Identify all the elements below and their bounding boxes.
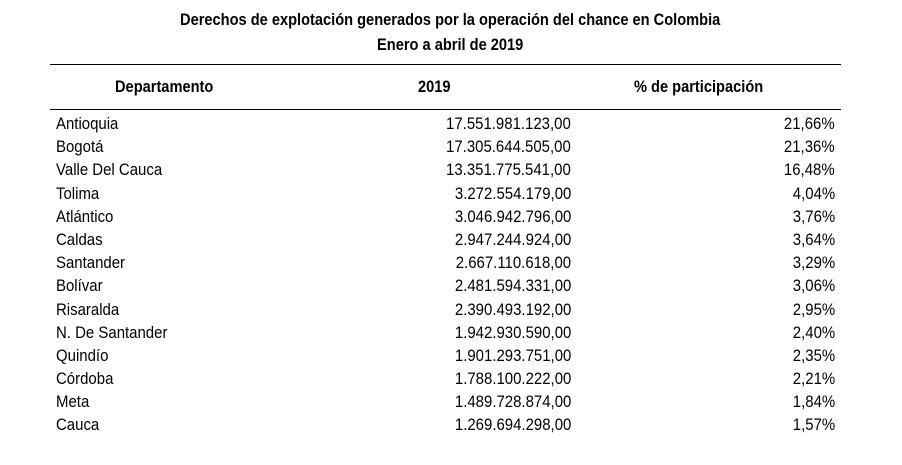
table-subtitle: Enero a abril de 2019 — [377, 35, 524, 54]
share-cell: 3,06% — [792, 276, 835, 296]
table-row: Antioquia 17.551.981.123,00 21,66% — [0, 112, 902, 135]
table-row: Quindío 1.901.293.751,00 2,35% — [0, 344, 902, 367]
table-row: Bogotá 17.305.644.505,00 21,36% — [0, 135, 902, 158]
department-cell: Atlántico — [56, 206, 114, 226]
share-cell: 3,64% — [792, 229, 835, 249]
table-row: Risaralda 2.390.493.192,00 2,95% — [0, 298, 902, 321]
table-row: Caldas 2.947.244.924,00 3,64% — [0, 228, 902, 251]
table-row: Meta 1.489.728.874,00 1,84% — [0, 390, 902, 413]
table-row: Córdoba 1.788.100.222,00 2,21% — [0, 367, 902, 390]
share-cell: 21,66% — [784, 114, 835, 133]
share-cell: 3,29% — [792, 253, 835, 273]
share-cell: 2,95% — [792, 299, 835, 319]
share-cell: 2,21% — [792, 369, 835, 389]
value-cell: 1.942.930.590,00 — [454, 322, 571, 342]
department-cell: Quindío — [56, 345, 109, 365]
value-cell: 2.667.110.618,00 — [455, 253, 571, 273]
table-row: Atlántico 3.046.942.796,00 3,76% — [0, 205, 902, 228]
table-row: Santander 2.667.110.618,00 3,29% — [0, 251, 902, 274]
share-cell: 1,84% — [792, 392, 835, 412]
value-cell: 13.351.775.541,00 — [446, 160, 571, 180]
department-cell: Risaralda — [56, 299, 120, 319]
department-cell: Antioquia — [56, 114, 119, 133]
department-cell: Cauca — [56, 415, 100, 435]
share-cell: 3,76% — [792, 206, 835, 226]
value-cell: 1.788.100.222,00 — [454, 369, 571, 389]
table-body: Antioquia 17.551.981.123,00 21,66% Bogotá 17… — [0, 112, 902, 437]
table-title: Derechos de explotación generados por la… — [180, 10, 721, 29]
value-cell: 17.551.981.123,00 — [446, 114, 571, 133]
table-row: Valle Del Cauca 13.351.775.541,00 16,48% — [0, 158, 902, 181]
value-cell: 3.046.942.796,00 — [454, 206, 571, 226]
value-cell: 1.489.728.874,00 — [454, 392, 571, 412]
share-cell: 2,40% — [792, 322, 835, 342]
department-cell: Santander — [56, 253, 126, 273]
header-department: Departamento — [115, 77, 214, 96]
header-share: % de participación — [634, 77, 764, 96]
share-cell: 2,35% — [792, 345, 835, 365]
share-cell: 4,04% — [792, 183, 835, 203]
department-cell: Bogotá — [56, 137, 104, 157]
department-cell: Valle Del Cauca — [56, 160, 163, 180]
table-row: Bolívar 2.481.594.331,00 3,06% — [0, 274, 902, 297]
share-cell: 21,36% — [784, 137, 835, 157]
table-row: N. De Santander 1.942.930.590,00 2,40% — [0, 321, 902, 344]
value-cell: 1.901.293.751,00 — [454, 345, 571, 365]
table-row: Tolima 3.272.554.179,00 4,04% — [0, 182, 902, 205]
value-cell: 1.269.694.298,00 — [454, 415, 571, 435]
department-cell: Bolívar — [56, 276, 103, 296]
value-cell: 17.305.644.505,00 — [446, 137, 571, 157]
department-cell: N. De Santander — [56, 322, 168, 342]
header-rule — [50, 109, 841, 110]
department-cell: Caldas — [56, 229, 103, 249]
top-rule — [50, 64, 841, 65]
table-row: Cauca 1.269.694.298,00 1,57% — [0, 413, 902, 436]
department-cell: Tolima — [56, 183, 100, 203]
value-cell: 3.272.554.179,00 — [454, 183, 571, 203]
value-cell: 2.947.244.924,00 — [454, 229, 571, 249]
value-cell: 2.481.594.331,00 — [454, 276, 571, 296]
value-cell: 2.390.493.192,00 — [454, 299, 571, 319]
share-cell: 1,57% — [792, 415, 835, 435]
department-cell: Meta — [56, 392, 90, 412]
share-cell: 16,48% — [784, 160, 835, 180]
header-year: 2019 — [418, 77, 451, 96]
department-cell: Córdoba — [56, 369, 114, 389]
